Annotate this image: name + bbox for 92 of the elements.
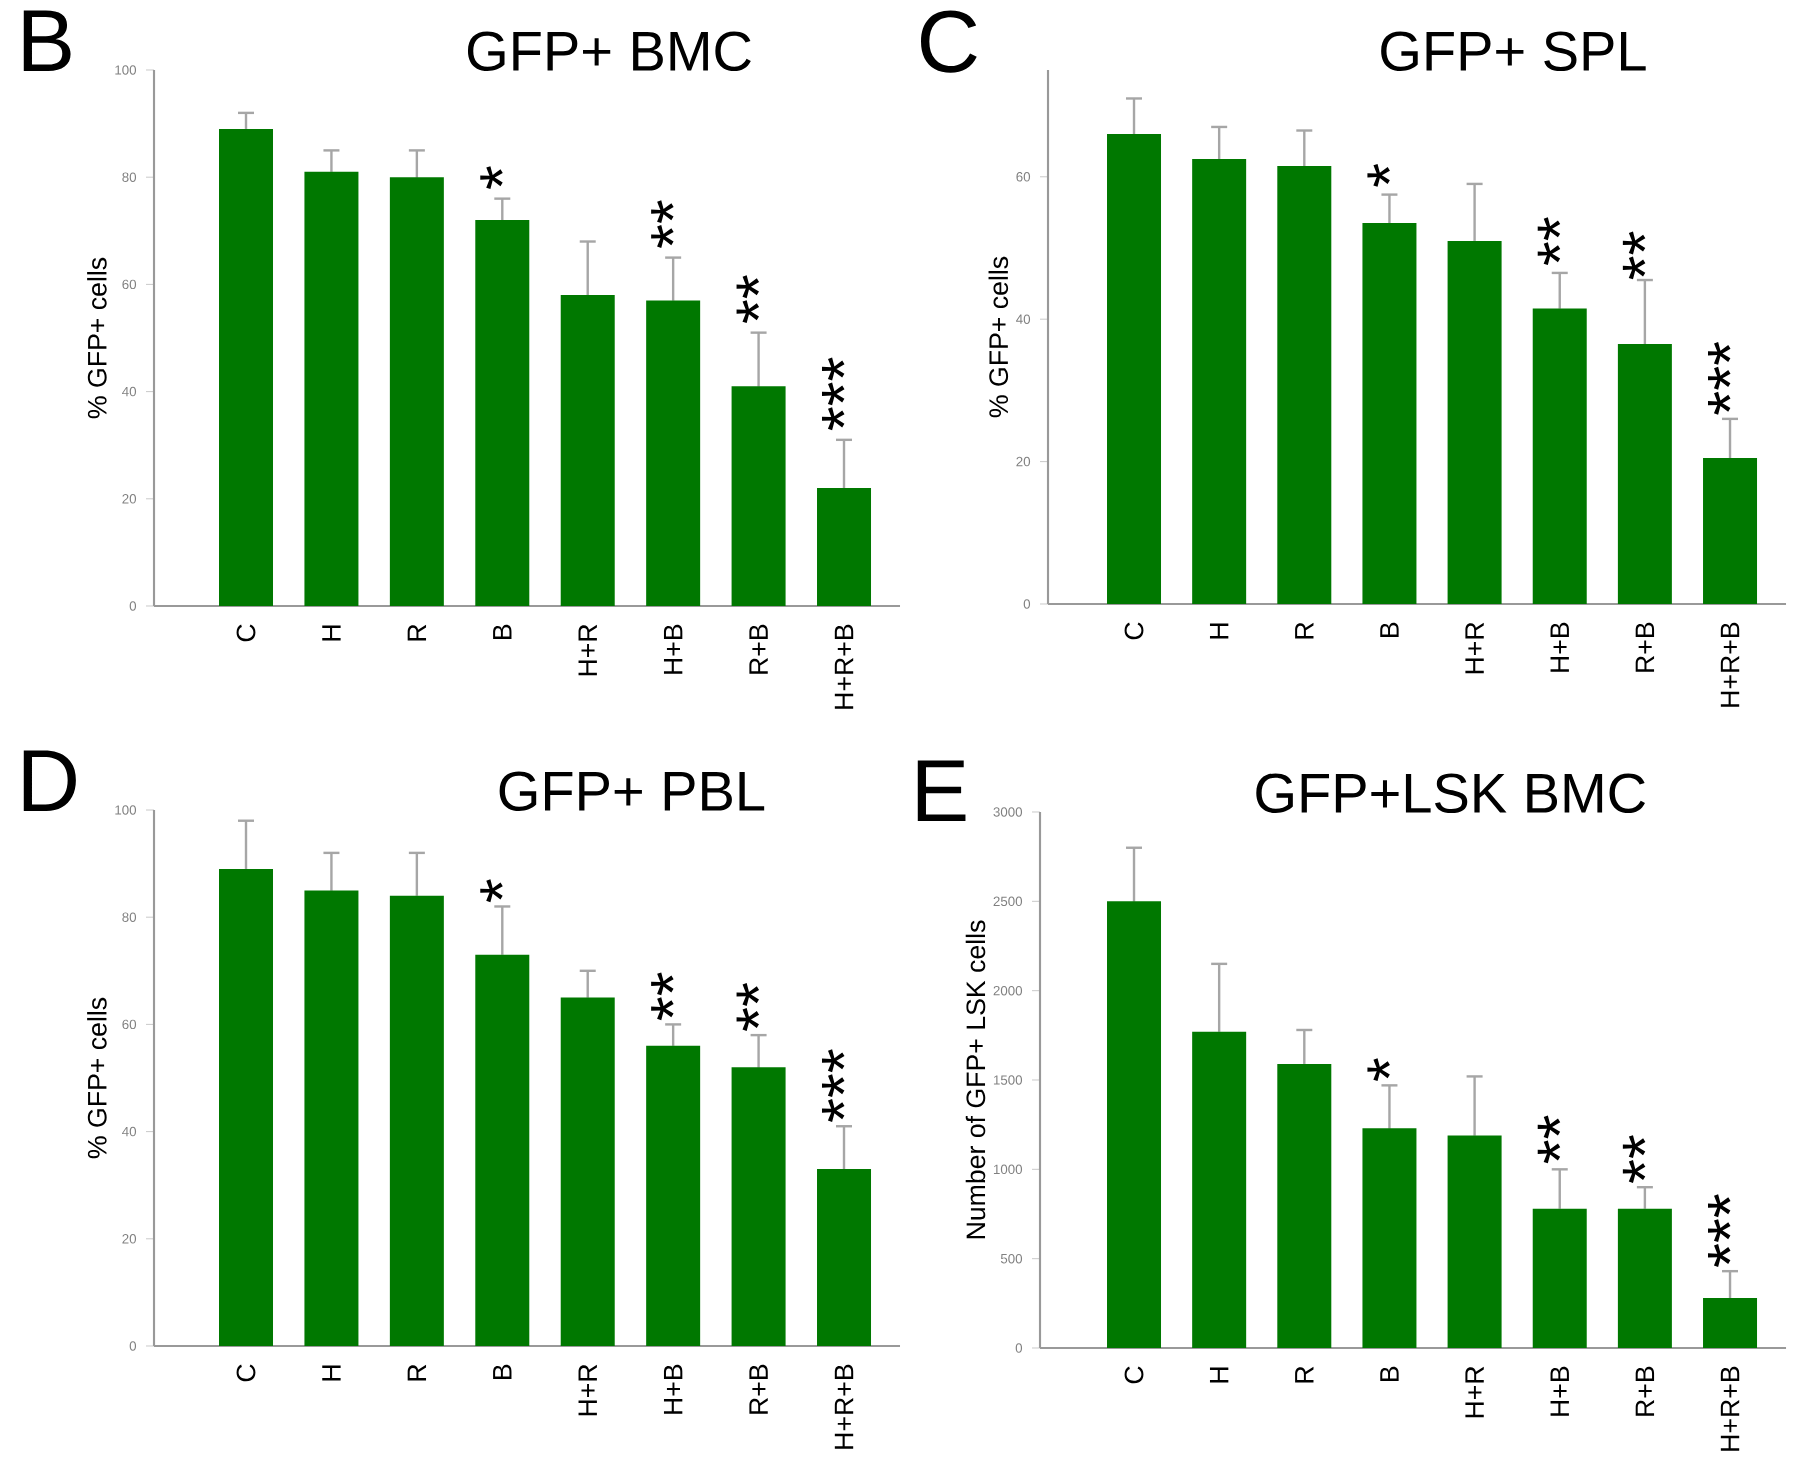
x-tick-label: H xyxy=(322,625,341,641)
text: E xyxy=(917,760,966,822)
annotation: ** xyxy=(651,200,674,248)
bar xyxy=(1277,166,1332,604)
x-tick-label: H+B xyxy=(663,1364,683,1414)
bar xyxy=(1447,240,1502,604)
bar xyxy=(1192,1031,1247,1348)
bar xyxy=(219,128,273,606)
bar xyxy=(304,171,359,606)
annotation: * xyxy=(480,879,503,903)
bar xyxy=(731,386,786,606)
annotation: * xyxy=(480,166,503,190)
text: C xyxy=(921,10,977,73)
bar xyxy=(1362,1128,1417,1348)
x-tick-label: R+B xyxy=(1635,1366,1655,1416)
annotation: *** xyxy=(1708,341,1731,415)
x-tick-label: R xyxy=(1295,622,1314,639)
y-axis-title: % GFP+ cells xyxy=(988,256,1009,418)
annotation: ** xyxy=(651,972,674,1021)
annotation: ** xyxy=(1537,217,1561,266)
x-tick-label: R xyxy=(1295,1366,1314,1383)
bar xyxy=(560,997,615,1346)
bar xyxy=(1447,1135,1502,1348)
y-axis-title: Number of GFP+ LSK cells xyxy=(965,920,986,1239)
chart-title: GFP+LSK BMC xyxy=(1256,773,1645,814)
bar xyxy=(817,488,872,606)
x-tick-label: B xyxy=(1380,622,1399,638)
x-tick-label: H+R xyxy=(1465,1366,1484,1418)
chart-title: GFP+ PBL xyxy=(499,771,765,812)
x-tick-label: H+R xyxy=(578,1364,597,1416)
x-tick-label: H+B xyxy=(1550,622,1569,672)
text: B xyxy=(23,10,71,72)
bar xyxy=(1703,458,1758,604)
annotation: ** xyxy=(736,275,760,324)
bar xyxy=(219,868,273,1346)
text: D xyxy=(23,750,76,812)
x-tick-label: B xyxy=(493,624,512,640)
x-tick-label: H+R+B xyxy=(1720,1366,1740,1451)
bar xyxy=(389,895,444,1346)
annotation: *** xyxy=(821,1049,845,1122)
y-axis-title: % GFP+ cells xyxy=(87,997,107,1159)
x-tick-label: H+B xyxy=(1550,1366,1569,1416)
bar xyxy=(1532,1208,1587,1348)
x-tick-label: R+B xyxy=(1635,622,1655,672)
x-tick-label: H+R xyxy=(1465,622,1484,674)
annotation: ** xyxy=(1537,1115,1561,1164)
x-tick-label: C xyxy=(236,624,256,642)
bar xyxy=(646,1045,701,1346)
x-tick-label: H+R xyxy=(578,624,597,676)
annotation: *** xyxy=(821,357,845,431)
bar xyxy=(389,177,444,606)
x-tick-label: B xyxy=(1380,1366,1399,1382)
x-tick-label: C xyxy=(1124,1366,1144,1384)
bar xyxy=(475,220,530,606)
bar xyxy=(1362,223,1417,604)
annotation: * xyxy=(1367,163,1390,187)
bar xyxy=(304,890,359,1346)
x-tick-label: H+R+B xyxy=(834,1364,854,1449)
annotation: ** xyxy=(736,983,760,1031)
x-tick-label: C xyxy=(1124,622,1144,640)
bar xyxy=(731,1067,786,1346)
x-tick-label: R xyxy=(407,624,427,641)
annotation: * xyxy=(1367,1058,1390,1082)
bar xyxy=(1703,1297,1758,1348)
bar xyxy=(1107,134,1162,604)
bar xyxy=(1617,1208,1672,1348)
bar xyxy=(1192,158,1247,604)
bar xyxy=(475,954,530,1346)
x-tick-label: H xyxy=(1209,1367,1229,1383)
x-tick-label: R+B xyxy=(749,624,768,674)
x-tick-label: B xyxy=(493,1364,512,1380)
chart-title: GFP+ SPL xyxy=(1381,31,1646,72)
annotation: ** xyxy=(1622,1135,1646,1183)
bar xyxy=(1617,344,1672,604)
bar xyxy=(560,295,615,606)
x-tick-label: H xyxy=(322,1365,341,1381)
x-tick-label: H+R+B xyxy=(834,624,854,709)
x-tick-label: H+R+B xyxy=(1720,622,1740,707)
x-tick-label: C xyxy=(236,1364,256,1382)
x-tick-label: H+B xyxy=(663,624,683,674)
x-tick-label: H xyxy=(1209,623,1229,639)
y-axis-title: % GFP+ cells xyxy=(87,257,107,419)
annotation: ** xyxy=(1622,231,1646,280)
bar xyxy=(1532,308,1587,604)
chart-title: GFP+ BMC xyxy=(467,31,751,72)
bar xyxy=(1277,1063,1332,1348)
bar xyxy=(646,300,701,606)
x-tick-label: R+B xyxy=(749,1364,768,1414)
bar xyxy=(817,1169,872,1346)
x-tick-label: R xyxy=(407,1364,427,1381)
annotation: *** xyxy=(1708,1194,1731,1267)
bar xyxy=(1107,901,1162,1348)
